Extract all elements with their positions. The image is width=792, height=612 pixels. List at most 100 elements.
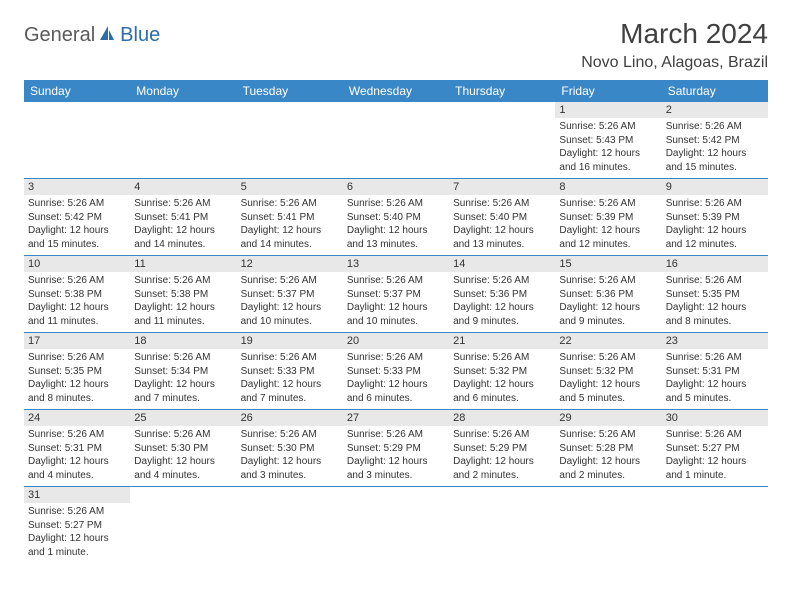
day-info: Sunrise: 5:26 AMSunset: 5:33 PMDaylight:… (343, 349, 449, 409)
calendar-cell: 11Sunrise: 5:26 AMSunset: 5:38 PMDayligh… (130, 256, 236, 333)
day-number: 27 (343, 410, 449, 426)
sunrise-text: Sunrise: 5:26 AM (559, 120, 657, 134)
sunset-text: Sunset: 5:31 PM (28, 442, 126, 456)
weekday-header: Monday (130, 80, 236, 102)
sunrise-text: Sunrise: 5:26 AM (666, 274, 764, 288)
weekday-header: Thursday (449, 80, 555, 102)
calendar-cell (130, 102, 236, 179)
title-block: March 2024 Novo Lino, Alagoas, Brazil (581, 18, 768, 72)
sunset-text: Sunset: 5:37 PM (241, 288, 339, 302)
day-info: Sunrise: 5:26 AMSunset: 5:31 PMDaylight:… (662, 349, 768, 409)
sunrise-text: Sunrise: 5:26 AM (28, 197, 126, 211)
day-number: 18 (130, 333, 236, 349)
calendar-cell: 2Sunrise: 5:26 AMSunset: 5:42 PMDaylight… (662, 102, 768, 179)
daylight-text: Daylight: 12 hours and 1 minute. (28, 532, 126, 559)
day-info: Sunrise: 5:26 AMSunset: 5:39 PMDaylight:… (555, 195, 661, 255)
sunrise-text: Sunrise: 5:26 AM (666, 428, 764, 442)
calendar-body: 1Sunrise: 5:26 AMSunset: 5:43 PMDaylight… (24, 102, 768, 563)
logo: General Blue (24, 24, 160, 47)
calendar-cell: 27Sunrise: 5:26 AMSunset: 5:29 PMDayligh… (343, 410, 449, 487)
sunset-text: Sunset: 5:35 PM (28, 365, 126, 379)
calendar-cell: 22Sunrise: 5:26 AMSunset: 5:32 PMDayligh… (555, 333, 661, 410)
day-number: 20 (343, 333, 449, 349)
sunset-text: Sunset: 5:36 PM (453, 288, 551, 302)
sunrise-text: Sunrise: 5:26 AM (28, 505, 126, 519)
sunset-text: Sunset: 5:33 PM (347, 365, 445, 379)
day-info: Sunrise: 5:26 AMSunset: 5:27 PMDaylight:… (662, 426, 768, 486)
sunrise-text: Sunrise: 5:26 AM (241, 197, 339, 211)
daylight-text: Daylight: 12 hours and 16 minutes. (559, 147, 657, 174)
day-number: 23 (662, 333, 768, 349)
sunset-text: Sunset: 5:28 PM (559, 442, 657, 456)
calendar-cell (555, 487, 661, 564)
sunrise-text: Sunrise: 5:26 AM (453, 197, 551, 211)
calendar-cell (24, 102, 130, 179)
sunset-text: Sunset: 5:29 PM (453, 442, 551, 456)
calendar-week-row: 3Sunrise: 5:26 AMSunset: 5:42 PMDaylight… (24, 179, 768, 256)
sail-icon (98, 24, 116, 47)
day-info: Sunrise: 5:26 AMSunset: 5:42 PMDaylight:… (24, 195, 130, 255)
sunset-text: Sunset: 5:40 PM (453, 211, 551, 225)
sunrise-text: Sunrise: 5:26 AM (559, 428, 657, 442)
sunset-text: Sunset: 5:34 PM (134, 365, 232, 379)
day-info: Sunrise: 5:26 AMSunset: 5:40 PMDaylight:… (449, 195, 555, 255)
day-info: Sunrise: 5:26 AMSunset: 5:27 PMDaylight:… (24, 503, 130, 563)
sunset-text: Sunset: 5:27 PM (28, 519, 126, 533)
month-title: March 2024 (581, 18, 768, 50)
daylight-text: Daylight: 12 hours and 3 minutes. (347, 455, 445, 482)
sunset-text: Sunset: 5:30 PM (134, 442, 232, 456)
calendar-cell: 15Sunrise: 5:26 AMSunset: 5:36 PMDayligh… (555, 256, 661, 333)
calendar-cell: 20Sunrise: 5:26 AMSunset: 5:33 PMDayligh… (343, 333, 449, 410)
calendar-week-row: 1Sunrise: 5:26 AMSunset: 5:43 PMDaylight… (24, 102, 768, 179)
calendar-cell: 6Sunrise: 5:26 AMSunset: 5:40 PMDaylight… (343, 179, 449, 256)
sunset-text: Sunset: 5:41 PM (241, 211, 339, 225)
sunrise-text: Sunrise: 5:26 AM (347, 197, 445, 211)
day-info: Sunrise: 5:26 AMSunset: 5:37 PMDaylight:… (343, 272, 449, 332)
sunrise-text: Sunrise: 5:26 AM (241, 351, 339, 365)
calendar-cell: 3Sunrise: 5:26 AMSunset: 5:42 PMDaylight… (24, 179, 130, 256)
daylight-text: Daylight: 12 hours and 15 minutes. (28, 224, 126, 251)
sunrise-text: Sunrise: 5:26 AM (453, 274, 551, 288)
calendar-cell: 28Sunrise: 5:26 AMSunset: 5:29 PMDayligh… (449, 410, 555, 487)
calendar-cell: 5Sunrise: 5:26 AMSunset: 5:41 PMDaylight… (237, 179, 343, 256)
day-number: 24 (24, 410, 130, 426)
calendar-cell: 31Sunrise: 5:26 AMSunset: 5:27 PMDayligh… (24, 487, 130, 564)
day-info: Sunrise: 5:26 AMSunset: 5:41 PMDaylight:… (130, 195, 236, 255)
day-info: Sunrise: 5:26 AMSunset: 5:30 PMDaylight:… (237, 426, 343, 486)
calendar-cell: 7Sunrise: 5:26 AMSunset: 5:40 PMDaylight… (449, 179, 555, 256)
day-info: Sunrise: 5:26 AMSunset: 5:29 PMDaylight:… (343, 426, 449, 486)
sunset-text: Sunset: 5:31 PM (666, 365, 764, 379)
calendar-cell: 14Sunrise: 5:26 AMSunset: 5:36 PMDayligh… (449, 256, 555, 333)
day-info: Sunrise: 5:26 AMSunset: 5:30 PMDaylight:… (130, 426, 236, 486)
sunrise-text: Sunrise: 5:26 AM (134, 351, 232, 365)
logo-text-general: General (24, 24, 95, 47)
day-number: 8 (555, 179, 661, 195)
daylight-text: Daylight: 12 hours and 2 minutes. (453, 455, 551, 482)
calendar-cell: 16Sunrise: 5:26 AMSunset: 5:35 PMDayligh… (662, 256, 768, 333)
day-number: 9 (662, 179, 768, 195)
day-number: 10 (24, 256, 130, 272)
day-number: 15 (555, 256, 661, 272)
daylight-text: Daylight: 12 hours and 14 minutes. (134, 224, 232, 251)
calendar-cell (449, 102, 555, 179)
calendar-cell: 21Sunrise: 5:26 AMSunset: 5:32 PMDayligh… (449, 333, 555, 410)
calendar-cell: 8Sunrise: 5:26 AMSunset: 5:39 PMDaylight… (555, 179, 661, 256)
sunset-text: Sunset: 5:27 PM (666, 442, 764, 456)
daylight-text: Daylight: 12 hours and 13 minutes. (347, 224, 445, 251)
sunrise-text: Sunrise: 5:26 AM (666, 120, 764, 134)
daylight-text: Daylight: 12 hours and 13 minutes. (453, 224, 551, 251)
header: General Blue March 2024 Novo Lino, Alago… (24, 18, 768, 72)
sunrise-text: Sunrise: 5:26 AM (347, 351, 445, 365)
daylight-text: Daylight: 12 hours and 14 minutes. (241, 224, 339, 251)
day-info: Sunrise: 5:26 AMSunset: 5:32 PMDaylight:… (555, 349, 661, 409)
sunrise-text: Sunrise: 5:26 AM (28, 351, 126, 365)
calendar-cell: 1Sunrise: 5:26 AMSunset: 5:43 PMDaylight… (555, 102, 661, 179)
sunset-text: Sunset: 5:38 PM (28, 288, 126, 302)
daylight-text: Daylight: 12 hours and 9 minutes. (559, 301, 657, 328)
day-info: Sunrise: 5:26 AMSunset: 5:36 PMDaylight:… (555, 272, 661, 332)
day-number: 12 (237, 256, 343, 272)
sunrise-text: Sunrise: 5:26 AM (453, 428, 551, 442)
day-info: Sunrise: 5:26 AMSunset: 5:37 PMDaylight:… (237, 272, 343, 332)
daylight-text: Daylight: 12 hours and 8 minutes. (28, 378, 126, 405)
day-info: Sunrise: 5:26 AMSunset: 5:32 PMDaylight:… (449, 349, 555, 409)
